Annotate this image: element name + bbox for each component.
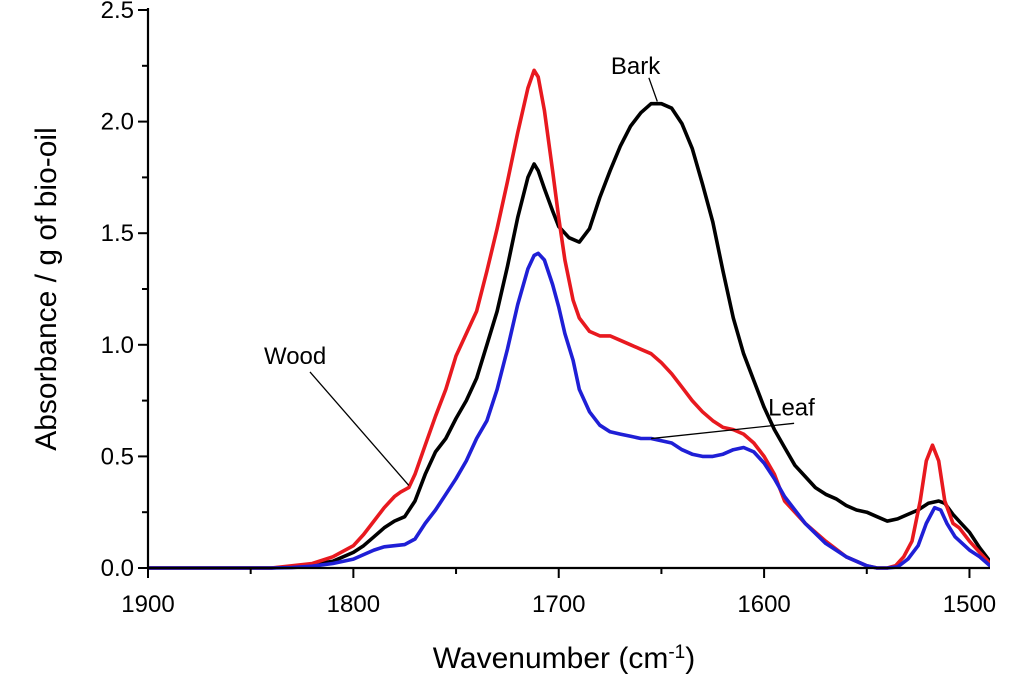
x-tick-label: 1900 [121,591,174,618]
y-axis-title: Absorbance / g of bio-oil [30,127,63,451]
x-tick-label: 1600 [737,591,790,618]
x-tick-label: 1500 [943,591,996,618]
y-tick-label: 2.0 [101,109,134,136]
annotation-label-bark: Bark [611,53,661,80]
annotation-label-wood: Wood [264,343,326,370]
x-axis-title-main: Wavenumber (cm [433,642,669,675]
series-line-leaf [148,251,990,570]
series-layer [148,68,990,570]
ticks-layer: 1900 1800 1700 1600 1500 0.0 0.5 1.0 1.5 2.0 2.5 [101,0,997,618]
x-axis-title-superscript: -1 [668,642,685,663]
y-tick-label: 2.5 [101,0,134,24]
annotation-label-leaf: Leaf [768,394,815,421]
annotation-layer: Wood Bark Leaf [264,53,815,486]
y-tick-label: 1.0 [101,332,134,359]
x-axis-title: Wavenumber (cm-1) [433,642,696,676]
y-tick-label: 0.5 [101,443,134,470]
x-tick-label: 1800 [327,591,380,618]
annotation-leader-wood [309,371,410,486]
annotation-leader-bark [648,77,658,102]
y-tick-label: 0.0 [101,555,134,582]
series-line-bark [148,101,990,570]
x-axis-title-end: ) [685,642,695,675]
series-line-wood [148,68,990,570]
annotation-leader-leaf [651,422,795,440]
y-tick-label: 1.5 [101,220,134,247]
x-tick-label: 1700 [532,591,585,618]
